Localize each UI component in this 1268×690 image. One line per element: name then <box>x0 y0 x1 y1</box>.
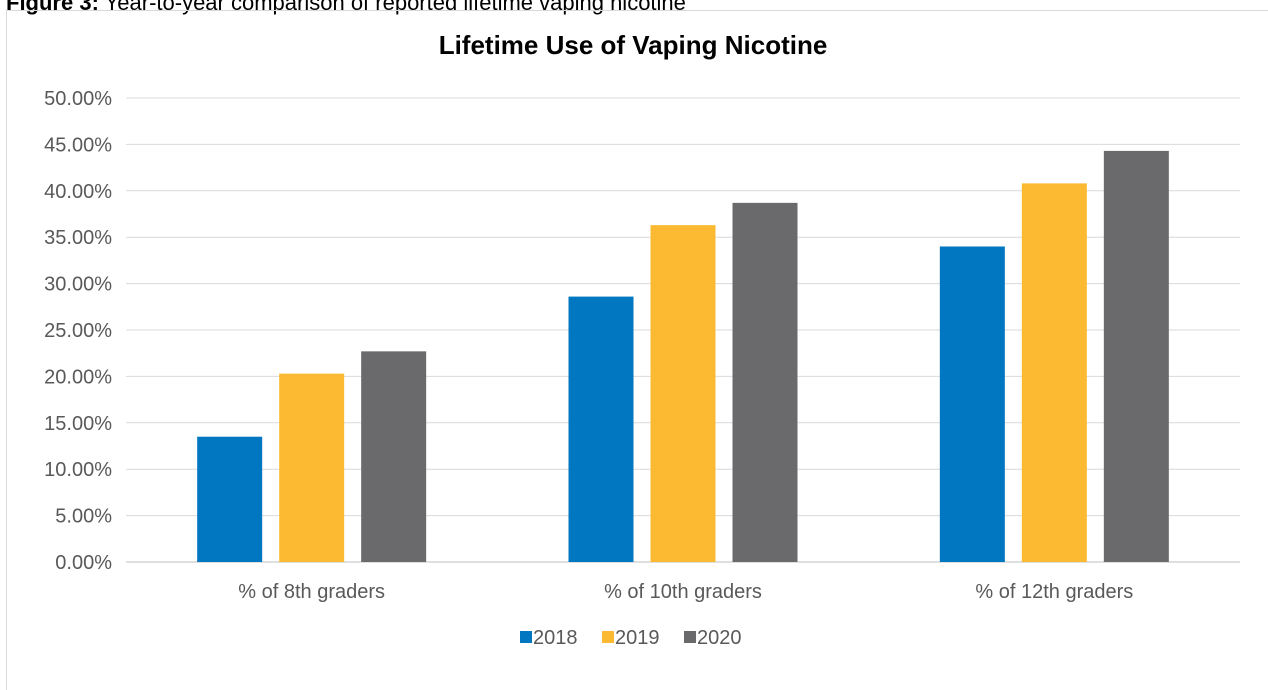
y-tick-label: 40.00% <box>44 181 112 203</box>
legend-label-2020: 2020 <box>697 627 742 649</box>
x-tick-label: % of 8th graders <box>238 581 385 603</box>
legend-label-2018: 2018 <box>533 627 578 649</box>
y-tick-label: 50.00% <box>44 88 112 110</box>
x-tick-label: % of 10th graders <box>604 581 762 603</box>
bar-chart: Lifetime Use of Vaping Nicotine 0.00% 5.0… <box>44 30 1240 649</box>
legend-swatch-2018 <box>520 631 532 643</box>
bar-2020 <box>361 351 427 562</box>
y-tick-label: 20.00% <box>44 366 112 388</box>
bar-2019 <box>1021 183 1087 562</box>
y-tick-label: 25.00% <box>44 320 112 342</box>
bar-2020 <box>732 202 798 562</box>
bar-2019 <box>650 225 716 563</box>
legend-swatch-2019 <box>602 631 614 643</box>
chart-title: Lifetime Use of Vaping Nicotine <box>439 30 828 60</box>
y-tick-label: 35.00% <box>44 227 112 249</box>
bar-2020 <box>1103 150 1169 562</box>
bar-2018 <box>197 436 263 562</box>
y-tick-label: 10.00% <box>44 459 112 481</box>
legend-swatch-2020 <box>684 631 696 643</box>
y-tick-label: 5.00% <box>55 506 112 528</box>
bar-2019 <box>279 373 345 562</box>
bar-2018 <box>568 296 634 562</box>
y-tick-label: 30.00% <box>44 274 112 296</box>
chart-area <box>6 10 1268 690</box>
legend-label-2019: 2019 <box>615 627 660 649</box>
bars <box>197 150 1169 563</box>
x-axis-labels: % of 8th graders % of 10th graders % of 12… <box>238 581 1133 603</box>
y-tick-label: 45.00% <box>44 134 112 156</box>
x-tick-label: % of 12th graders <box>975 581 1133 603</box>
legend: 2018 2019 2020 <box>520 627 742 649</box>
y-tick-label: 0.00% <box>55 552 112 574</box>
y-axis-ticks: 0.00% 5.00% 10.00% 15.00% 20.00% 25.00% 30.00%… <box>44 88 112 574</box>
bar-2018 <box>939 246 1005 563</box>
y-tick-label: 15.00% <box>44 413 112 435</box>
